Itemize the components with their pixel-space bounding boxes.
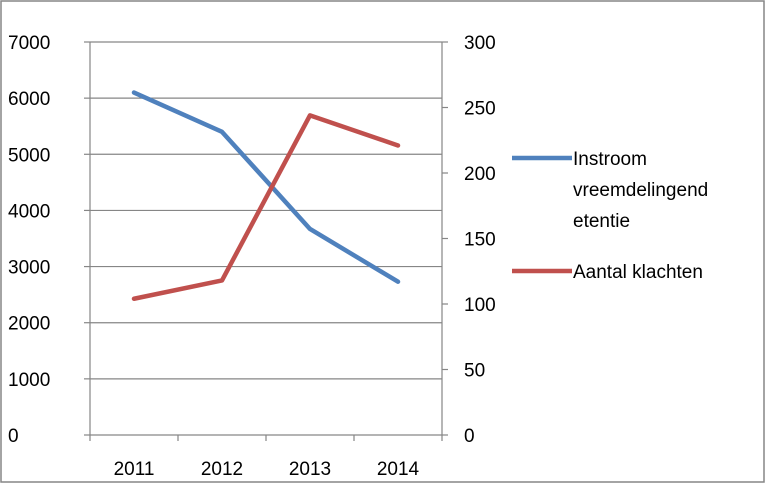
x-tick-label: 2012 <box>201 459 243 480</box>
x-axis-ticks: 2011 2012 2013 2014 <box>89 435 443 480</box>
x-tick-label: 2011 <box>114 459 155 480</box>
right-tick-label: 250 <box>464 99 496 120</box>
legend-label-0: etentie <box>573 211 630 232</box>
left-tick-label: 3000 <box>8 258 50 279</box>
left-tick-label: 4000 <box>8 201 50 222</box>
left-tick-label: 0 <box>8 426 19 447</box>
right-tick-label: 300 <box>464 33 496 54</box>
legend: Instroom vreemdelingend etentie Aantal klac… <box>512 149 708 283</box>
legend-label-0: vreemdelingend <box>573 180 708 201</box>
right-tick-label: 150 <box>464 230 496 251</box>
left-tick-label: 7000 <box>8 33 50 54</box>
left-tick-label: 2000 <box>8 314 50 335</box>
right-tick-label: 100 <box>464 295 496 316</box>
left-tick-label: 5000 <box>8 145 50 166</box>
legend-label-0: Instroom <box>573 149 647 170</box>
x-tick-label: 2014 <box>377 459 420 480</box>
series-line-1 <box>131 113 401 302</box>
right-tick-label: 0 <box>464 426 475 447</box>
legend-label-1: Aantal klachten <box>573 262 703 283</box>
x-tick-label: 2013 <box>289 459 331 480</box>
series-lines <box>131 90 401 302</box>
right-axis-ticks: 0 50 100 150 200 250 300 <box>442 33 496 447</box>
series-line-0 <box>131 90 401 284</box>
left-axis-ticks: 0 1000 2000 3000 4000 5000 6000 7000 <box>8 33 90 447</box>
right-tick-label: 50 <box>464 361 485 382</box>
left-tick-label: 1000 <box>8 370 50 391</box>
left-tick-label: 6000 <box>8 89 50 110</box>
right-tick-label: 200 <box>464 164 496 185</box>
